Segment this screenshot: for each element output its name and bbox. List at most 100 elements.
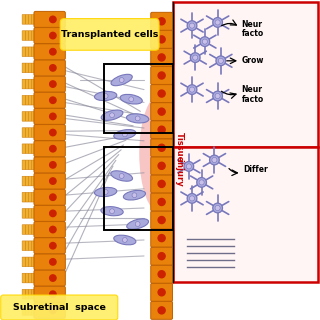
Circle shape xyxy=(213,91,222,101)
FancyBboxPatch shape xyxy=(151,247,172,265)
Circle shape xyxy=(158,271,165,278)
FancyBboxPatch shape xyxy=(34,189,65,205)
FancyBboxPatch shape xyxy=(151,84,172,102)
FancyBboxPatch shape xyxy=(25,257,28,267)
Circle shape xyxy=(50,81,56,87)
FancyBboxPatch shape xyxy=(151,157,172,175)
FancyBboxPatch shape xyxy=(151,211,172,229)
Circle shape xyxy=(158,108,165,115)
FancyBboxPatch shape xyxy=(22,79,25,89)
FancyBboxPatch shape xyxy=(34,44,65,60)
FancyBboxPatch shape xyxy=(34,92,65,108)
FancyBboxPatch shape xyxy=(32,47,35,57)
FancyBboxPatch shape xyxy=(32,273,35,283)
FancyBboxPatch shape xyxy=(25,209,28,218)
Ellipse shape xyxy=(124,190,146,200)
Text: facto: facto xyxy=(242,95,264,104)
Text: Tissue: Tissue xyxy=(175,132,184,162)
FancyBboxPatch shape xyxy=(28,192,32,202)
FancyBboxPatch shape xyxy=(22,176,25,186)
Circle shape xyxy=(50,113,56,120)
Circle shape xyxy=(202,39,207,44)
Bar xyxy=(173,147,318,282)
Ellipse shape xyxy=(101,207,123,216)
Circle shape xyxy=(210,155,219,165)
Circle shape xyxy=(158,180,165,188)
FancyBboxPatch shape xyxy=(22,95,25,105)
FancyBboxPatch shape xyxy=(25,112,28,121)
FancyBboxPatch shape xyxy=(32,79,35,89)
FancyBboxPatch shape xyxy=(28,225,32,234)
FancyBboxPatch shape xyxy=(25,289,28,299)
FancyBboxPatch shape xyxy=(151,12,172,30)
FancyBboxPatch shape xyxy=(22,209,25,218)
Circle shape xyxy=(50,194,56,200)
Circle shape xyxy=(158,253,165,260)
Ellipse shape xyxy=(120,94,142,104)
Ellipse shape xyxy=(111,171,132,181)
FancyBboxPatch shape xyxy=(32,112,35,121)
FancyBboxPatch shape xyxy=(34,141,65,157)
Circle shape xyxy=(50,226,56,233)
FancyBboxPatch shape xyxy=(32,241,35,251)
FancyBboxPatch shape xyxy=(25,241,28,251)
FancyBboxPatch shape xyxy=(151,103,172,121)
Circle shape xyxy=(50,243,56,249)
Circle shape xyxy=(158,144,165,151)
FancyBboxPatch shape xyxy=(25,128,28,137)
Circle shape xyxy=(158,90,165,97)
Text: Subretinal  space: Subretinal space xyxy=(13,303,106,312)
Circle shape xyxy=(119,173,124,178)
Circle shape xyxy=(213,203,222,213)
FancyBboxPatch shape xyxy=(32,128,35,137)
FancyBboxPatch shape xyxy=(25,95,28,105)
FancyBboxPatch shape xyxy=(32,63,35,73)
Bar xyxy=(104,147,173,230)
FancyBboxPatch shape xyxy=(32,289,35,299)
FancyBboxPatch shape xyxy=(32,160,35,170)
FancyBboxPatch shape xyxy=(1,295,118,320)
FancyBboxPatch shape xyxy=(34,221,65,237)
FancyBboxPatch shape xyxy=(34,76,65,92)
FancyBboxPatch shape xyxy=(32,209,35,218)
FancyBboxPatch shape xyxy=(32,306,35,315)
Circle shape xyxy=(158,18,165,25)
FancyBboxPatch shape xyxy=(25,192,28,202)
FancyBboxPatch shape xyxy=(151,301,172,319)
FancyBboxPatch shape xyxy=(25,273,28,283)
Circle shape xyxy=(50,275,56,281)
Circle shape xyxy=(50,210,56,217)
FancyBboxPatch shape xyxy=(28,63,32,73)
Bar xyxy=(173,2,318,147)
FancyBboxPatch shape xyxy=(22,241,25,251)
Circle shape xyxy=(50,291,56,297)
FancyBboxPatch shape xyxy=(22,289,25,299)
FancyBboxPatch shape xyxy=(28,79,32,89)
FancyBboxPatch shape xyxy=(28,128,32,137)
FancyBboxPatch shape xyxy=(22,128,25,137)
FancyBboxPatch shape xyxy=(32,31,35,40)
FancyBboxPatch shape xyxy=(32,225,35,234)
Circle shape xyxy=(184,162,194,171)
FancyBboxPatch shape xyxy=(32,144,35,154)
Circle shape xyxy=(158,36,165,43)
Circle shape xyxy=(215,93,220,99)
Text: Transplanted cells: Transplanted cells xyxy=(61,30,158,39)
FancyBboxPatch shape xyxy=(151,67,172,84)
FancyBboxPatch shape xyxy=(22,225,25,234)
Circle shape xyxy=(135,221,140,226)
Ellipse shape xyxy=(94,188,117,196)
Circle shape xyxy=(158,235,165,242)
FancyBboxPatch shape xyxy=(25,176,28,186)
FancyBboxPatch shape xyxy=(34,238,65,254)
FancyBboxPatch shape xyxy=(34,12,65,28)
Ellipse shape xyxy=(139,93,184,214)
FancyBboxPatch shape xyxy=(32,257,35,267)
Circle shape xyxy=(110,113,115,118)
FancyBboxPatch shape xyxy=(22,192,25,202)
FancyBboxPatch shape xyxy=(25,15,28,24)
Circle shape xyxy=(189,196,195,201)
FancyBboxPatch shape xyxy=(151,175,172,193)
FancyBboxPatch shape xyxy=(22,257,25,267)
FancyBboxPatch shape xyxy=(22,273,25,283)
